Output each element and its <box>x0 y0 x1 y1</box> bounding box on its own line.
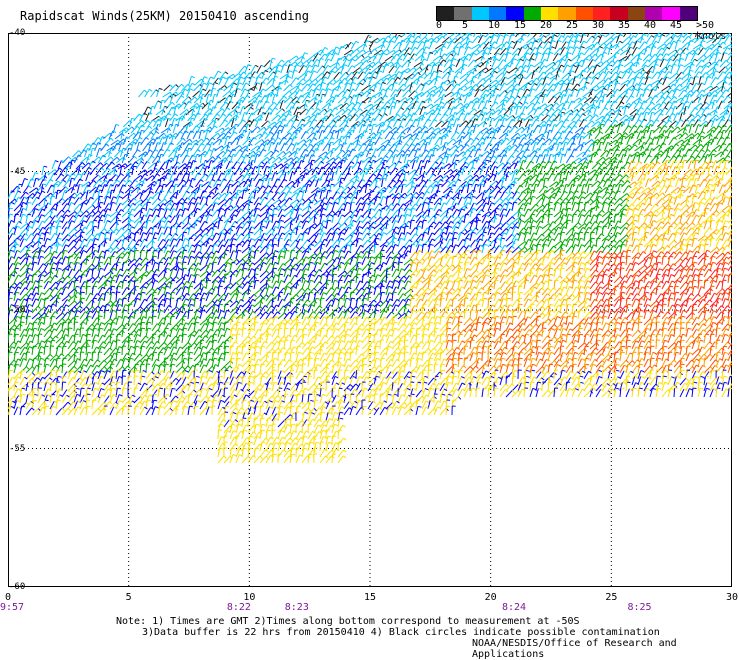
time-label: 8:24 <box>502 602 526 613</box>
colorbar-swatch <box>645 7 662 20</box>
colorbar-label: 40 <box>644 20 656 31</box>
colorbar-swatch <box>593 7 610 20</box>
colorbar-swatch <box>680 7 697 20</box>
colorbar-swatch <box>610 7 627 20</box>
latitude-label: -40 <box>9 28 25 38</box>
colorbar-swatch <box>489 7 506 20</box>
colorbar-label: 0 <box>436 20 442 31</box>
time-label: 9:57 <box>0 602 24 613</box>
map-title: Rapidscat Winds(25KM) 20150410 ascending <box>20 9 309 23</box>
time-label: 8:23 <box>285 602 309 613</box>
latitude-label: -45 <box>9 167 25 177</box>
colorbar-swatch <box>628 7 645 20</box>
longitude-label: 30 <box>726 592 738 603</box>
latitude-label: -60 <box>9 582 25 592</box>
colorbar-swatch <box>541 7 558 20</box>
longitude-label: 25 <box>605 592 617 603</box>
colorbar-swatch <box>454 7 471 20</box>
colorbar-label: 30 <box>592 20 604 31</box>
longitude-label: 5 <box>126 592 132 603</box>
colorbar-swatch <box>506 7 523 20</box>
longitude-label: 20 <box>485 592 497 603</box>
colorbar-label: 15 <box>514 20 526 31</box>
credit-line: NOAA/NESDIS/Office of Research and Appli… <box>472 638 740 660</box>
latitude-label: -50 <box>9 305 25 315</box>
colorbar-label: 20 <box>540 20 552 31</box>
note-line-1: Note: 1) Times are GMT 2)Times along bot… <box>116 616 660 627</box>
latitude-label: -55 <box>9 444 25 454</box>
colorbar-swatch <box>576 7 593 20</box>
colorbar-label: 35 <box>618 20 630 31</box>
footnote: Note: 1) Times are GMT 2)Times along bot… <box>116 616 660 638</box>
colorbar-label: 45 <box>670 20 682 31</box>
colorbar-label: 5 <box>462 20 468 31</box>
time-label: 8:22 <box>227 602 251 613</box>
wind-speed-colorbar <box>436 6 698 21</box>
colorbar-swatch <box>558 7 575 20</box>
longitude-label: 15 <box>364 592 376 603</box>
colorbar-swatch <box>472 7 489 20</box>
time-label: 8:25 <box>627 602 651 613</box>
colorbar-label: 10 <box>488 20 500 31</box>
colorbar-swatch <box>437 7 454 20</box>
colorbar-swatch <box>662 7 679 20</box>
colorbar-swatch <box>524 7 541 20</box>
wind-barb-map <box>8 33 732 587</box>
note-line-2: 3)Data buffer is 22 hrs from 20150410 4)… <box>116 627 660 638</box>
colorbar-label: 25 <box>566 20 578 31</box>
